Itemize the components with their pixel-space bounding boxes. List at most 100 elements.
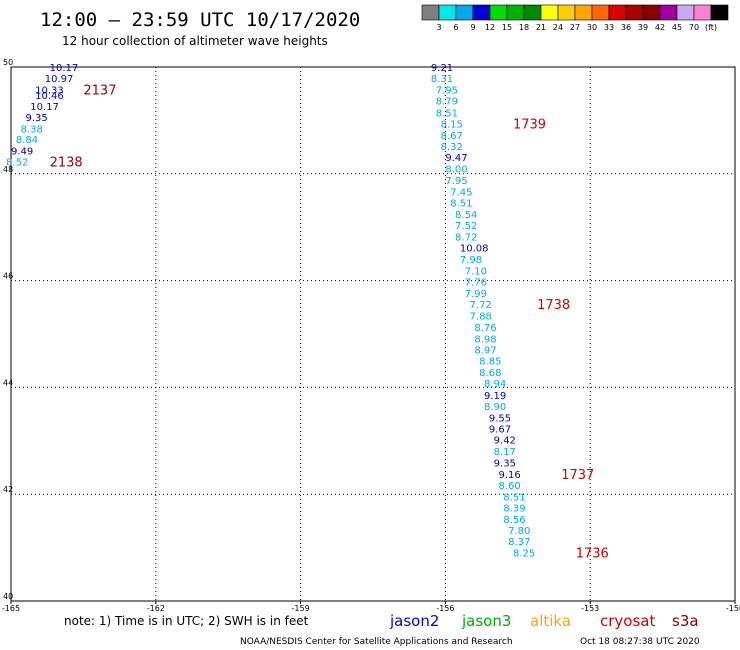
wave-height-point: 7.45 bbox=[450, 187, 472, 198]
legend-altika: altika bbox=[530, 612, 571, 630]
wave-height-point: 10.97 bbox=[45, 74, 74, 85]
colorbar-swatch bbox=[506, 4, 525, 21]
legend-jason2: jason2 bbox=[389, 612, 439, 630]
x-tick-label: -156 bbox=[436, 604, 454, 613]
wave-height-point: 8.94 bbox=[484, 379, 506, 390]
colorbar-label: 18 bbox=[519, 23, 529, 32]
colorbar-label: 27 bbox=[570, 23, 580, 32]
colorbar-swatch bbox=[438, 4, 457, 21]
wave-height-point: 8.67 bbox=[441, 131, 463, 142]
colorbar-swatch bbox=[489, 4, 508, 21]
colorbar-swatch bbox=[659, 4, 678, 21]
colorbar-label: 30 bbox=[587, 23, 597, 32]
y-tick-label: 50 bbox=[3, 58, 13, 67]
wave-height-point: 7.10 bbox=[465, 266, 487, 277]
wave-height-point: 7.98 bbox=[460, 255, 482, 266]
colorbar-label: 70 bbox=[689, 23, 699, 32]
colorbar-label: (ft) bbox=[705, 23, 717, 32]
colorbar-swatch bbox=[421, 4, 440, 21]
footer-credit: NOAA/NESDIS Center for Satellite Applica… bbox=[240, 637, 513, 647]
wave-height-point: 8.68 bbox=[479, 368, 501, 379]
wave-height-point: 8.17 bbox=[494, 447, 516, 458]
chart-title: 12:00 – 23:59 UTC 10/17/2020 bbox=[40, 9, 360, 31]
wave-height-point: 9.47 bbox=[445, 153, 467, 164]
wave-height-point: 8.25 bbox=[513, 548, 535, 559]
wave-height-point: 7.76 bbox=[465, 278, 487, 289]
x-tick-label: -162 bbox=[147, 604, 165, 613]
pass-time-label: 2138 bbox=[50, 156, 83, 171]
wave-height-point: 10.33 bbox=[35, 85, 64, 96]
wave-height-point: 8.54 bbox=[455, 210, 477, 221]
wave-height-point: 8.90 bbox=[484, 402, 506, 413]
wave-height-point: 8.85 bbox=[479, 357, 501, 368]
colorbar-label: 9 bbox=[470, 23, 475, 32]
x-tick-label: -150 bbox=[726, 604, 740, 613]
wave-height-point: 8.31 bbox=[431, 74, 453, 85]
wave-height-point: 8.51 bbox=[450, 199, 472, 210]
wave-height-point: 9.42 bbox=[494, 436, 516, 447]
wave-height-point: 7.95 bbox=[436, 85, 458, 96]
grid bbox=[11, 67, 735, 601]
wave-height-point: 10.46 bbox=[35, 91, 64, 102]
wave-height-points: 10.1710.9710.3310.4610.179.358.388.849.4… bbox=[6, 63, 535, 559]
wave-height-point: 8.84 bbox=[16, 135, 38, 146]
wave-height-point: 9.49 bbox=[11, 146, 33, 157]
pass-time-label: 1736 bbox=[576, 546, 609, 561]
colorbar-label: 45 bbox=[672, 23, 682, 32]
wave-height-point: 8.52 bbox=[6, 158, 28, 169]
y-tick-label: 42 bbox=[3, 485, 13, 494]
wave-height-point: 8.39 bbox=[503, 504, 525, 515]
x-tick-label: -153 bbox=[581, 604, 599, 613]
legend-jason3: jason3 bbox=[461, 612, 511, 630]
colorbar-swatch bbox=[574, 4, 593, 21]
pass-time-label: 1738 bbox=[537, 298, 570, 313]
wave-height-point: 8.15 bbox=[441, 120, 463, 131]
wave-height-point: 9.21 bbox=[431, 63, 453, 74]
x-tick-label: -165 bbox=[2, 604, 20, 613]
colorbar-swatch bbox=[540, 4, 559, 21]
wave-height-point: 8.37 bbox=[508, 537, 530, 548]
y-tick-label: 40 bbox=[3, 592, 13, 601]
y-tick-label: 44 bbox=[3, 378, 13, 387]
colorbar-swatch bbox=[472, 4, 491, 21]
chart-subtitle: 12 hour collection of altimeter wave hei… bbox=[62, 34, 328, 48]
colorbar-swatch bbox=[693, 4, 712, 21]
wave-height-point: 7.52 bbox=[455, 221, 477, 232]
colorbar: 3 6 9 12 15 18 21 24 27 30 33 36 39 42 45 70 (ft) bbox=[421, 4, 729, 32]
y-tick-label: 46 bbox=[3, 272, 13, 281]
colorbar-swatch bbox=[625, 4, 644, 21]
colorbar-swatch bbox=[557, 4, 576, 21]
colorbar-swatch bbox=[710, 4, 729, 21]
footer-timestamp: Oct 18 08:27:38 UTC 2020 bbox=[580, 637, 700, 647]
wave-height-point: 8.72 bbox=[455, 232, 477, 243]
colorbar-label: 33 bbox=[604, 23, 614, 32]
pass-time-label: 2137 bbox=[83, 83, 116, 98]
wave-height-point: 7.88 bbox=[470, 311, 492, 322]
wave-height-point: 10.08 bbox=[460, 243, 489, 254]
wave-height-point: 8.98 bbox=[474, 334, 496, 345]
colorbar-label: 24 bbox=[553, 23, 563, 32]
colorbar-swatch bbox=[591, 4, 610, 21]
plot-frame bbox=[10, 66, 736, 602]
pass-time-label: 1737 bbox=[561, 468, 594, 483]
colorbar-swatch bbox=[608, 4, 627, 21]
colorbar-label: 15 bbox=[502, 23, 512, 32]
y-axis: 50 48 46 44 42 40 bbox=[3, 58, 13, 601]
colorbar-label: 12 bbox=[485, 23, 495, 32]
wave-height-point: 10.17 bbox=[30, 102, 59, 113]
wave-height-point: 8.76 bbox=[474, 323, 496, 334]
wave-height-point: 9.16 bbox=[498, 470, 520, 481]
wave-height-point: 9.55 bbox=[489, 413, 511, 424]
satellite-legend: jason2 jason3 altika cryosat s3a bbox=[389, 612, 699, 630]
wave-height-point: 8.51 bbox=[503, 492, 525, 503]
wave-height-point: 9.67 bbox=[489, 425, 511, 436]
colorbar-label: 42 bbox=[655, 23, 665, 32]
wave-height-point: 8.60 bbox=[498, 481, 520, 492]
wave-height-point: 8.32 bbox=[441, 142, 463, 153]
wave-height-point: 8.38 bbox=[21, 124, 43, 135]
wave-height-point: 7.72 bbox=[470, 300, 492, 311]
pass-time-label: 1739 bbox=[513, 118, 546, 133]
wave-height-point: 10.17 bbox=[50, 63, 79, 74]
colorbar-swatch bbox=[523, 4, 542, 21]
